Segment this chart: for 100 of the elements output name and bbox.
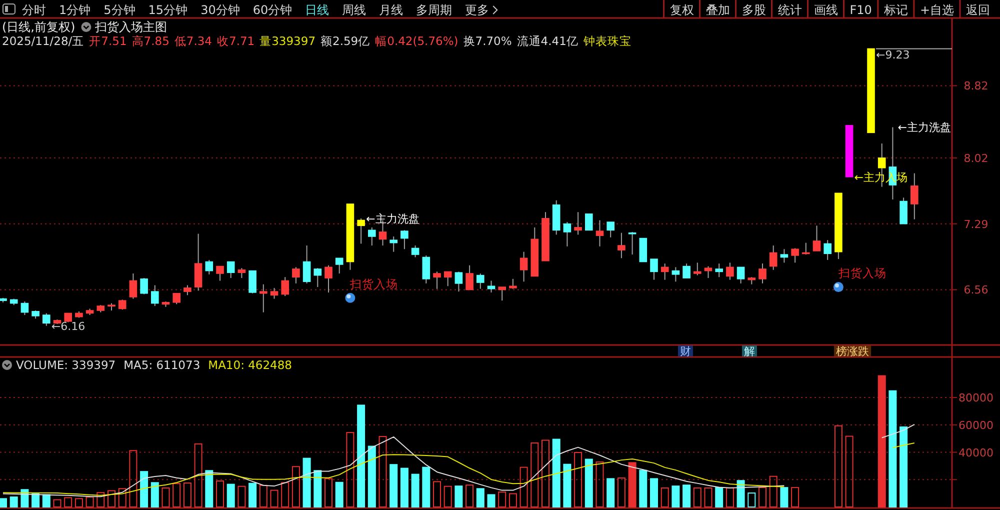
- candlestick: [704, 266, 712, 278]
- annotation: 财: [680, 345, 691, 358]
- bar: [433, 481, 441, 508]
- annotation: 榜涨跌: [836, 345, 870, 358]
- bar: [118, 488, 126, 508]
- text: 标记: [882, 3, 908, 17]
- bar: [900, 426, 908, 508]
- chart-subtitle: 扫货入场主图: [94, 20, 168, 34]
- candlestick: [226, 261, 235, 278]
- candlestick: [270, 287, 278, 300]
- candlestick: [628, 231, 636, 256]
- chart-title: (日线,前复权): [2, 20, 76, 34]
- y-tick-label: 60000: [958, 418, 994, 432]
- text: +自选: [920, 3, 954, 17]
- bar: [368, 446, 376, 508]
- bar: [74, 498, 83, 508]
- candlestick: [660, 263, 669, 280]
- annotation: 幅0.42(5.76%): [375, 34, 458, 48]
- bar: [726, 487, 734, 508]
- bar: [498, 492, 506, 508]
- bar: [596, 461, 604, 508]
- annotation: 扫货入场: [837, 266, 886, 280]
- candlestick: [422, 254, 430, 284]
- bar: [32, 493, 40, 508]
- y-tick-label: 40000: [958, 446, 994, 460]
- y-tick-label: 6.56: [964, 284, 988, 297]
- text: 60分钟: [252, 3, 292, 17]
- bar: [259, 484, 268, 508]
- candlestick: [292, 266, 300, 284]
- candlestick: [248, 270, 256, 294]
- bar: [704, 487, 712, 508]
- annotation: ←9.23: [876, 48, 910, 62]
- bar: [476, 488, 484, 508]
- candlestick: [118, 299, 126, 310]
- annotation: 开7.51: [89, 34, 127, 48]
- candlestick: [151, 284, 159, 306]
- bar: [563, 464, 572, 508]
- bar: [845, 436, 854, 508]
- candlestick: [129, 272, 138, 300]
- candlestick: [682, 263, 690, 278]
- candlestick: [20, 300, 29, 316]
- candlestick: [433, 271, 441, 290]
- annotation: ←主力洗盘: [898, 121, 951, 134]
- bar: [10, 496, 18, 508]
- candlestick: [64, 312, 72, 323]
- bar: [400, 468, 408, 508]
- candlestick: [910, 172, 918, 220]
- text: 更多: [465, 3, 490, 17]
- candlestick: [509, 278, 517, 290]
- bar: [650, 478, 658, 508]
- bar: [542, 440, 550, 508]
- annotation: 换7.70%: [463, 34, 512, 48]
- bar: [660, 487, 669, 508]
- annotation: 流通4.41亿: [516, 34, 578, 48]
- candlestick: [574, 212, 582, 236]
- candlestick: [585, 214, 593, 231]
- candlestick: [454, 271, 463, 292]
- candlestick: [596, 220, 604, 247]
- candlestick: [476, 272, 484, 290]
- candlestick: [520, 251, 528, 282]
- bar: [150, 482, 159, 508]
- candlestick: [172, 292, 180, 305]
- bar: [769, 476, 778, 508]
- bar: [96, 492, 105, 508]
- candlestick: [205, 259, 214, 275]
- candlestick: [400, 230, 408, 250]
- bar: [86, 496, 94, 508]
- y-tick-label: 7.29: [964, 218, 988, 231]
- candlestick: [715, 263, 723, 278]
- text: 月线: [379, 3, 404, 17]
- y-tick-label: 8.02: [964, 152, 988, 165]
- bar: [552, 438, 560, 508]
- text: 5分钟: [104, 3, 136, 17]
- bar: [314, 470, 322, 508]
- text: 复权: [670, 3, 694, 17]
- candlestick: [758, 263, 766, 284]
- candlestick: [812, 225, 821, 252]
- text: 叠加: [706, 3, 730, 17]
- text: 多周期: [416, 3, 452, 17]
- chart-title: VOLUME: 339397: [16, 358, 116, 372]
- annotation: 量339397: [260, 34, 316, 48]
- bar: [302, 458, 311, 508]
- candlestick: [324, 264, 332, 293]
- bar: [129, 450, 138, 508]
- annotation: ←6.16: [51, 320, 86, 333]
- text: F10: [850, 3, 872, 17]
- annotation: ←主力洗盘: [366, 212, 420, 226]
- bar: [205, 470, 214, 508]
- candlestick: [606, 222, 614, 238]
- bar: [444, 486, 452, 508]
- candlestick: [390, 236, 398, 252]
- text: 15分钟: [148, 3, 188, 17]
- candlestick: [563, 222, 572, 247]
- candlestick: [650, 258, 658, 280]
- bar: [0, 498, 7, 508]
- text: 周线: [342, 3, 366, 17]
- candlestick: [368, 226, 376, 246]
- bar: [64, 497, 72, 508]
- candlestick: [357, 218, 365, 244]
- bar: [378, 436, 387, 508]
